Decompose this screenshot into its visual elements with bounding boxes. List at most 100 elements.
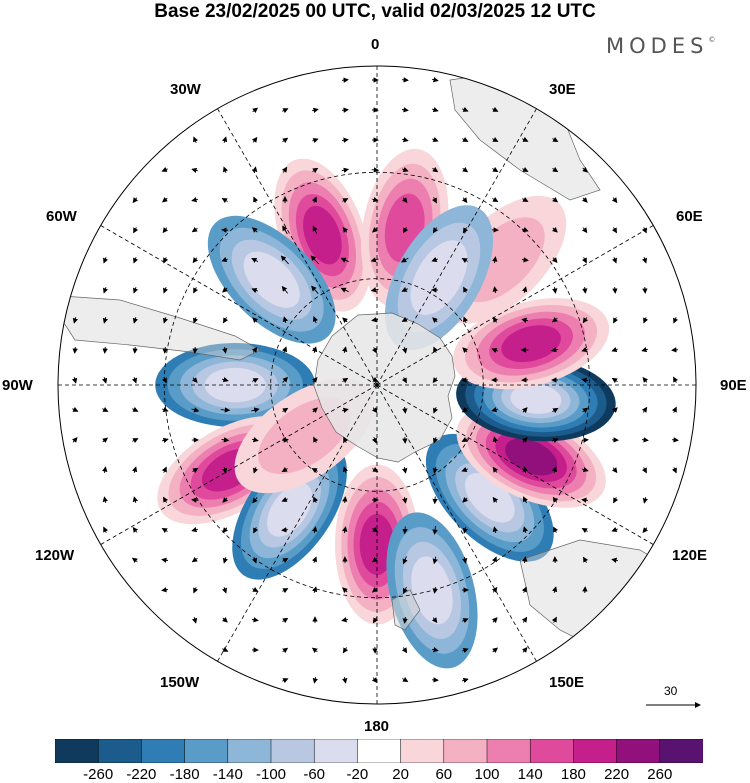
- wind-vector-arrow: [402, 467, 408, 474]
- wind-vector-arrow: [311, 377, 318, 383]
- anomaly-contour: [243, 251, 300, 308]
- wind-vector-arrow: [372, 196, 379, 203]
- wind-vector-arrow: [311, 586, 318, 594]
- wind-vector-arrow: [192, 467, 199, 474]
- wind-vector-arrow: [223, 317, 229, 324]
- wind-vector-arrow: [643, 317, 649, 324]
- map-title: Base 23/02/2025 00 UTC, valid 02/03/2025…: [154, 1, 596, 22]
- wind-vector-arrow: [282, 376, 289, 383]
- wind-vector-arrow: [551, 316, 558, 323]
- wind-vector-arrow: [310, 255, 320, 265]
- wind-vector-arrow: [311, 107, 319, 113]
- wind-vector-arrow: [521, 586, 527, 593]
- lon-label-90w: 90W: [2, 377, 33, 394]
- wind-vector-arrow: [72, 376, 78, 384]
- wind-vector-arrow: [492, 526, 498, 534]
- wind-vector-arrow: [431, 106, 439, 113]
- wind-vector-arrow: [192, 616, 198, 624]
- wind-vector-arrow: [552, 286, 558, 294]
- wind-vector-arrow: [552, 196, 559, 203]
- anomaly-center: [453, 298, 610, 390]
- wind-vector-arrow: [431, 256, 438, 262]
- wind-vector-arrow: [401, 316, 408, 322]
- wind-vector-arrow: [432, 586, 438, 594]
- wind-vector-arrow: [191, 407, 200, 413]
- lon-label-90e: 90E: [720, 377, 747, 394]
- wind-vector-arrow: [221, 198, 228, 204]
- wind-vector-arrow: [192, 377, 198, 383]
- wind-vector-arrow: [402, 526, 408, 535]
- colorbar-swatch: [573, 739, 618, 763]
- wind-vector-arrow: [102, 316, 108, 324]
- anomaly-center: [384, 205, 494, 350]
- wind-vector-arrow: [191, 527, 199, 533]
- wind-vector-arrow: [611, 197, 618, 204]
- wind-vector-arrow: [491, 617, 498, 623]
- wind-vector-arrow: [281, 466, 288, 472]
- wind-vector-arrow: [342, 198, 349, 204]
- colorbar-swatch: [486, 739, 531, 763]
- wind-vector-arrow: [282, 225, 288, 235]
- wind-vector-arrow: [552, 166, 559, 173]
- wind-vector-arrow: [492, 316, 499, 323]
- wind-vector-arrow: [641, 437, 649, 443]
- lon-label-0: 0: [371, 36, 380, 53]
- wind-vector-arrow: [401, 197, 408, 203]
- wind-vector-arrow: [371, 317, 379, 323]
- wind-vector-arrow: [220, 407, 231, 413]
- wind-vector-arrow: [221, 377, 229, 383]
- wind-vector-arrow: [522, 286, 528, 294]
- wind-vector-arrow: [582, 286, 588, 294]
- wind-vector-arrow: [582, 197, 588, 203]
- lon-label-60w: 60W: [46, 208, 77, 225]
- wind-vector-arrow: [642, 527, 649, 533]
- wind-vector-arrow: [162, 227, 169, 234]
- wind-vector-arrow: [521, 647, 528, 653]
- wind-vector-arrow: [191, 556, 198, 563]
- wind-vector-arrow: [192, 257, 199, 264]
- anomaly-contour: [359, 514, 395, 575]
- south-america-shape: [61, 295, 261, 361]
- wind-vector-arrow: [282, 558, 289, 564]
- colorbar-swatch: [55, 739, 99, 763]
- wind-vector-arrow: [551, 586, 558, 594]
- anomaly-contour: [411, 556, 453, 625]
- wind-vector-arrow: [253, 527, 259, 534]
- wind-vector-arrow: [671, 437, 679, 443]
- wind-vector-arrow: [492, 196, 499, 202]
- wind-vector-arrow: [433, 346, 439, 353]
- wind-vector-arrow: [521, 407, 528, 413]
- wind-vector-arrow: [191, 497, 199, 503]
- colorbar-tick-label: 220: [604, 766, 630, 783]
- wind-vector-arrow: [611, 557, 618, 563]
- wind-vector-arrow: [462, 347, 468, 353]
- wind-vector-arrow: [372, 227, 378, 233]
- wind-vector-arrow: [371, 677, 378, 684]
- wind-vector-arrow: [403, 227, 409, 234]
- wind-vector-arrow: [281, 496, 288, 502]
- wind-vector-arrow: [221, 136, 228, 144]
- wind-vector-arrow: [492, 466, 499, 473]
- lon-label-150w: 150W: [160, 674, 200, 691]
- wind-vector-arrow: [522, 226, 529, 232]
- wind-vector-arrow: [161, 466, 167, 473]
- wind-vector-arrow: [523, 496, 528, 504]
- wind-vector-arrow: [431, 77, 439, 83]
- wind-vector-arrow: [281, 285, 289, 294]
- colorbar-swatch: [400, 739, 445, 763]
- wind-vector-arrow: [402, 616, 408, 624]
- wind-vector-arrow: [191, 167, 199, 173]
- wind-vector-arrow: [311, 285, 319, 294]
- wind-vector-arrow: [102, 496, 108, 503]
- wind-vector-arrow: [312, 346, 318, 354]
- wind-vector-arrow: [492, 166, 499, 172]
- wind-vector-arrow: [611, 377, 618, 384]
- wind-vector-arrow: [370, 287, 379, 293]
- wind-vector-arrow: [133, 227, 139, 234]
- wind-vector-arrow: [222, 347, 228, 354]
- wind-vector-arrow: [521, 616, 528, 623]
- wind-vector-arrow: [581, 528, 588, 534]
- colorbar-tick-label: 100: [474, 766, 500, 783]
- wind-vector-arrow: [251, 378, 259, 384]
